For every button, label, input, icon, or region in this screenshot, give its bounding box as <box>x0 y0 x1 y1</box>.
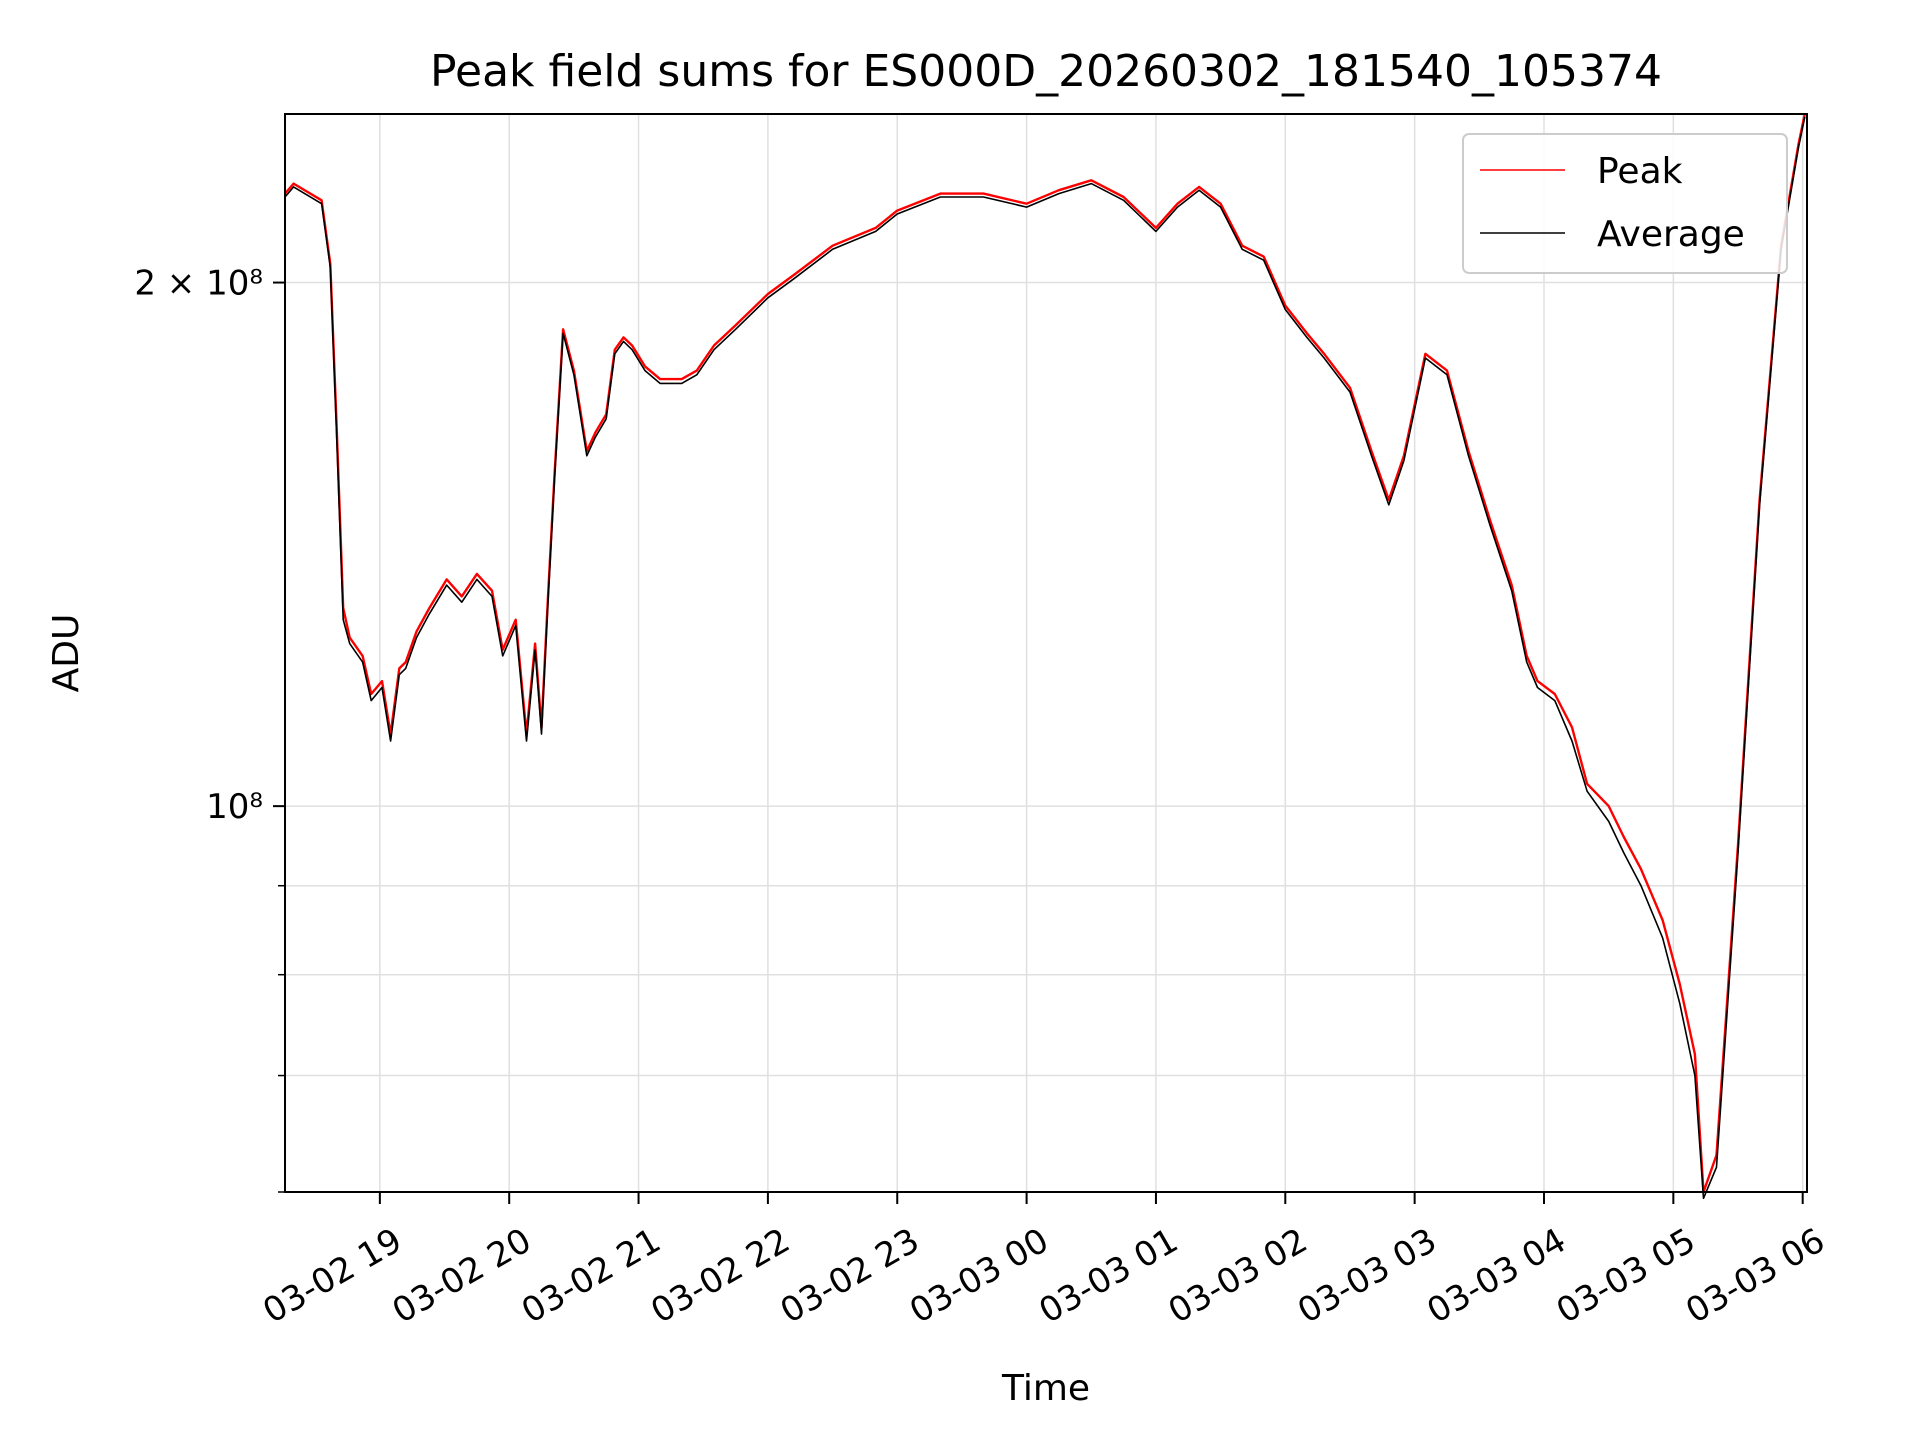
legend-label-average: Average <box>1597 214 1745 255</box>
y-tick-label: 10⁸ <box>206 787 263 827</box>
y-axis-label: ADU <box>46 614 87 693</box>
series-layer <box>284 113 1806 1200</box>
y-tick-label: 2 × 10⁸ <box>134 264 263 304</box>
legend: Peak Average <box>1462 133 1788 274</box>
legend-box <box>1462 133 1788 274</box>
x-axis-label: Time <box>1001 1368 1090 1409</box>
legend-label-peak: Peak <box>1597 151 1683 192</box>
chart-title: Peak field sums for ES000D_20260302_1815… <box>430 46 1662 97</box>
plot-frame <box>284 113 1808 1193</box>
series-line-peak <box>284 113 1806 1194</box>
series-line-average <box>284 116 1806 1200</box>
